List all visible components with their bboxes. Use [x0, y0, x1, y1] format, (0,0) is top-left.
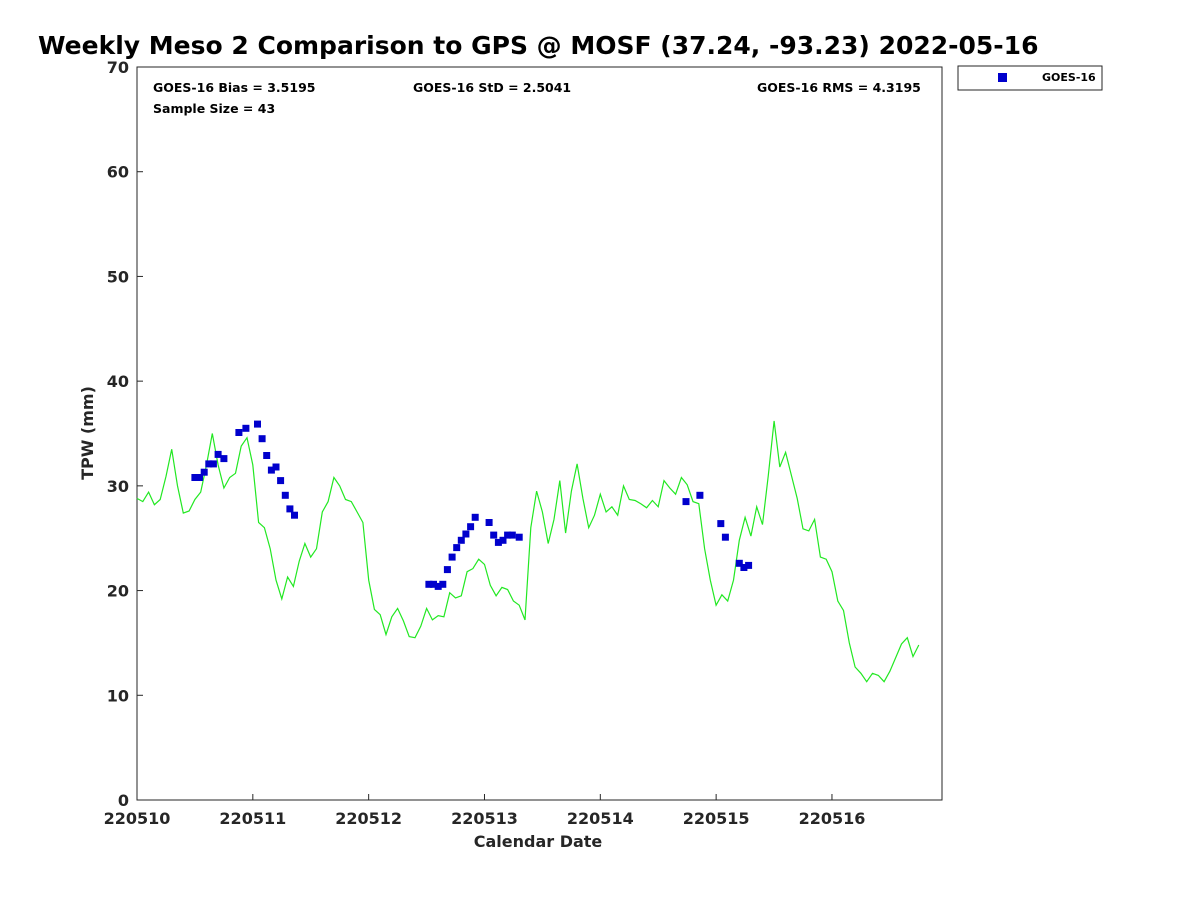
goes-data-point	[272, 463, 280, 471]
goes-data-point	[434, 582, 442, 590]
legend: GOES-16	[957, 65, 1103, 91]
goes-data-point	[494, 538, 502, 546]
y-tick-label: 30	[107, 477, 129, 496]
goes-data-point	[254, 420, 261, 428]
goes-series-points	[191, 420, 753, 590]
chart-title: Weekly Meso 2 Comparison to GPS @ MOSF (…	[38, 31, 1038, 60]
goes-data-point	[196, 474, 203, 481]
goes-data-point	[735, 559, 743, 567]
y-tick-label: 10	[107, 686, 129, 705]
goes-data-point	[430, 580, 437, 588]
goes-data-point	[263, 452, 271, 459]
goes-data-point	[471, 513, 479, 521]
y-tick-label: 40	[107, 372, 129, 391]
goes-data-point	[467, 523, 475, 531]
goes-data-point	[205, 460, 213, 468]
goes-data-point	[717, 520, 725, 528]
x-tick-label: 220512	[335, 809, 402, 828]
goes-data-point	[267, 466, 275, 474]
goes-data-point	[443, 566, 451, 574]
goes-data-point	[200, 468, 208, 476]
goes-data-point	[425, 580, 433, 588]
legend-label-goes16: GOES-16	[1042, 71, 1096, 84]
rms-stat: GOES-16 RMS = 4.3195	[757, 80, 921, 95]
goes-data-point	[462, 530, 470, 538]
goes-data-point	[214, 450, 222, 458]
x-tick-label: 220516	[799, 809, 866, 828]
plot-frame	[136, 66, 943, 801]
goes-data-point	[209, 460, 217, 468]
goes-data-point	[745, 561, 753, 569]
goes-data-point	[490, 531, 498, 539]
goes-data-point	[508, 531, 516, 539]
goes-data-point	[242, 424, 250, 432]
y-axis-label: TPW (mm)	[78, 386, 97, 480]
goes-data-point	[277, 477, 285, 485]
y-tick-label: 50	[107, 267, 129, 286]
goes-data-point	[721, 533, 729, 541]
goes-data-point	[696, 491, 704, 499]
goes-data-point	[291, 511, 298, 519]
y-axis-ticks: 0 10 20 30 40 50 60 70	[107, 58, 143, 810]
goes-data-point	[220, 455, 228, 463]
goes-data-point	[448, 553, 456, 561]
x-axis-ticks: 220510 220511 220512 220513 220514 220515 2205…	[104, 794, 866, 828]
x-tick-label: 220514	[567, 809, 634, 828]
goes-data-point	[499, 536, 507, 544]
goes-data-point	[457, 536, 465, 544]
y-tick-label: 70	[107, 58, 129, 77]
goes-data-point	[740, 564, 748, 571]
goes-data-point	[485, 519, 493, 526]
sample-size-stat: Sample Size = 43	[153, 101, 275, 116]
goes-data-point	[286, 505, 294, 513]
x-axis-label: Calendar Date	[474, 832, 603, 851]
legend-box	[957, 65, 1103, 91]
goes-data-point	[439, 580, 447, 588]
goes-data-point	[504, 531, 512, 539]
legend-marker-goes16	[998, 73, 1007, 82]
x-tick-label: 220513	[451, 809, 518, 828]
y-tick-label: 0	[118, 791, 129, 810]
goes-data-point	[191, 474, 199, 481]
y-tick-label: 60	[107, 163, 129, 182]
goes-data-point	[682, 498, 690, 506]
goes-data-point	[281, 491, 289, 499]
x-tick-label: 220511	[219, 809, 286, 828]
std-stat: GOES-16 StD = 2.5041	[413, 80, 571, 95]
bias-stat: GOES-16 Bias = 3.5195	[153, 80, 315, 95]
goes-data-point	[235, 429, 243, 436]
x-tick-label: 220515	[683, 809, 750, 828]
y-tick-label: 20	[107, 582, 129, 601]
goes-data-point	[453, 544, 461, 552]
x-tick-label: 220510	[104, 809, 171, 828]
goes-data-point	[258, 435, 266, 443]
gps-series-line	[136, 420, 920, 683]
goes-data-point	[515, 533, 523, 541]
